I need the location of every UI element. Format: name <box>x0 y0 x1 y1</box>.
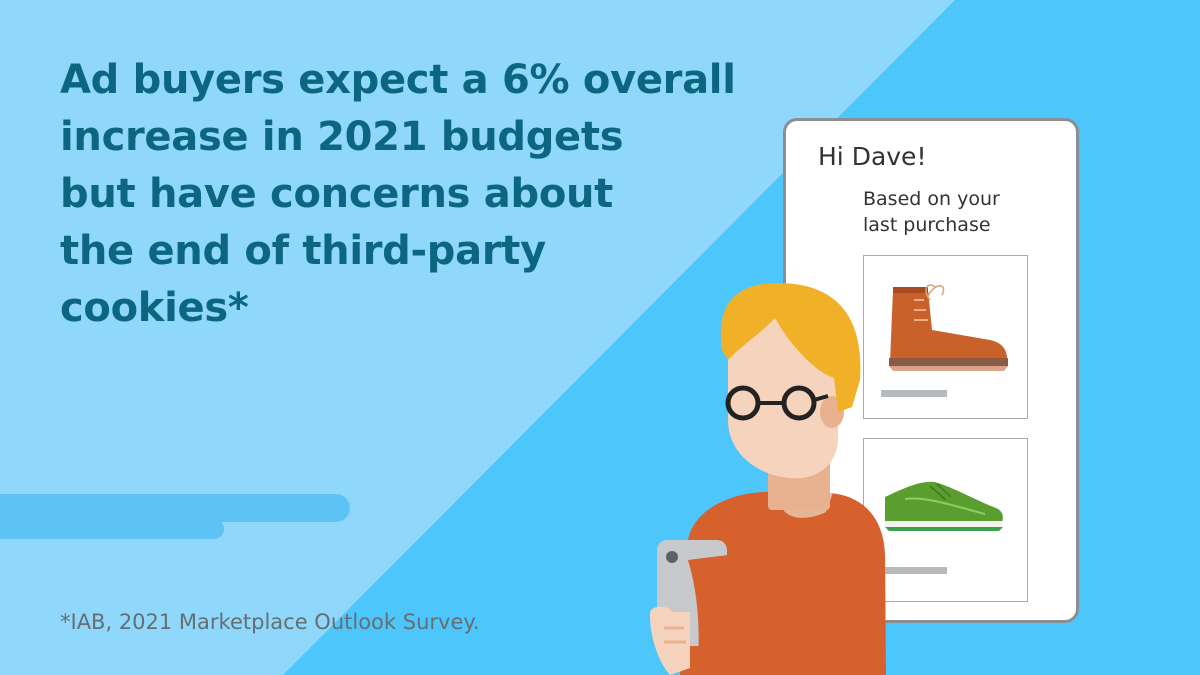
product-label-placeholder <box>881 390 947 397</box>
headline-line: increase in 2021 budgets <box>60 114 624 160</box>
headline-line: Ad buyers expect a 6% overall <box>60 57 736 103</box>
decorative-bar <box>0 494 350 522</box>
decorative-bar <box>0 519 224 539</box>
person-illustration <box>649 283 886 675</box>
green-sneaker-icon <box>885 481 1003 531</box>
headline-line: but have concerns about <box>60 171 614 217</box>
headline-line: the end of third-party <box>60 228 546 274</box>
headline-line: cookies* <box>60 285 249 331</box>
subtitle-line: last purchase <box>863 214 991 236</box>
glasses-icon <box>725 385 829 421</box>
brown-boot-icon <box>889 284 1008 371</box>
headline: Ad buyers expect a 6% overall increase i… <box>60 52 760 337</box>
recommendation-subtitle: Based on your last purchase <box>863 186 1063 238</box>
greeting-text: Hi Dave! <box>818 142 927 171</box>
product-label-placeholder <box>881 567 947 574</box>
subtitle-line: Based on your <box>863 188 1000 210</box>
source-footnote: *IAB, 2021 Marketplace Outlook Survey. <box>60 610 480 634</box>
